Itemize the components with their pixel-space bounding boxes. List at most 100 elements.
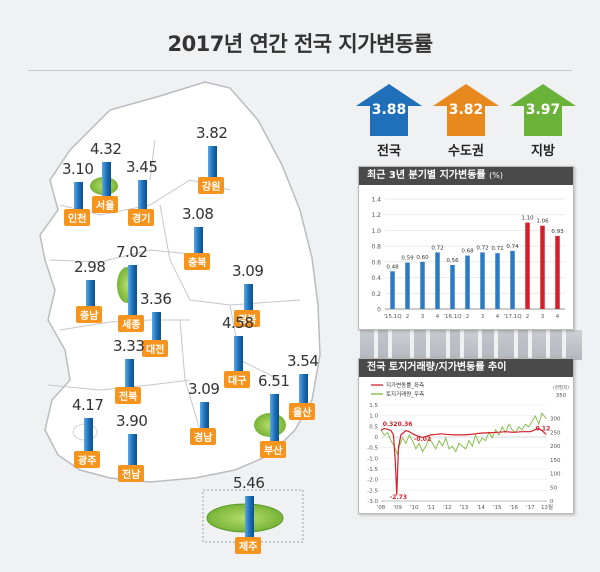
right-tick-label: 200: [550, 444, 561, 450]
region-label: 광주: [74, 451, 101, 468]
region-value: 4.17: [72, 396, 104, 414]
bar: [495, 253, 500, 309]
y-tick-label: 1.2: [371, 212, 381, 219]
bar-value-label: 0.59: [401, 256, 414, 262]
panel-header: 최근 3년 분기별 지가변동률 (%): [359, 167, 573, 185]
region-value: 3.36: [140, 290, 172, 308]
bar-value-label: 0.74: [506, 244, 519, 250]
y-tick-label: 1.5: [369, 403, 378, 409]
y-tick-label: 0.2: [371, 291, 381, 298]
region-bar: [245, 496, 254, 541]
region-value: 4.32: [90, 140, 122, 158]
region-bar: [200, 402, 209, 432]
x-tick-label: '09: [393, 505, 402, 511]
region-bar: [125, 359, 134, 391]
panel-unit: (%): [489, 171, 503, 180]
region-bar: [128, 434, 137, 469]
x-tick-label: '16: [510, 505, 519, 511]
annotation-label: 0.32: [383, 421, 398, 428]
region-bar: [128, 265, 137, 319]
x-tick-label: '12: [443, 505, 452, 511]
y-tick-label: 0: [377, 307, 381, 314]
series-line-volume: [380, 412, 547, 456]
region-bar: [244, 284, 253, 314]
region-bar: [86, 280, 95, 310]
bar: [525, 222, 530, 309]
x-tick-label: 4: [556, 314, 560, 320]
annotation-label: -0.02: [414, 436, 431, 443]
panel-title: 최근 3년 분기별 지가변동률: [367, 170, 486, 181]
kpi-value: 3.82: [448, 102, 484, 118]
quarterly-chart-panel: 최근 3년 분기별 지가변동률 (%) 0 0.2 0.4 0.6 0.8 1.0 1.2 1…: [358, 166, 574, 330]
x-tick-label: 3: [421, 314, 425, 320]
bar-value-label: 0.60: [416, 255, 429, 261]
region-bar: [299, 374, 308, 407]
bar: [540, 225, 545, 309]
annotation-label: 0.12: [535, 426, 550, 433]
bar-value-label: 0.72: [431, 245, 443, 251]
right-tick-label: 0: [550, 499, 554, 505]
bar-value-label: 0.93: [551, 229, 564, 235]
region-label: 충북: [184, 253, 211, 270]
region-value: 3.33: [113, 337, 145, 355]
y-tick-label: 0.4: [371, 275, 381, 282]
quarterly-bar-chart: 0 0.2 0.4 0.6 0.8 1.0 1.2 1.4 0.48 '15.1Q 0.59 2 0.6…: [371, 197, 565, 320]
region-bar: [270, 394, 279, 445]
region-value: 3.09: [232, 262, 264, 280]
bar-value-label: 0.48: [386, 264, 399, 270]
region-value: 4.58: [222, 314, 254, 332]
bar: [555, 235, 560, 309]
kpi-value: 3.97: [525, 102, 561, 118]
x-tick-label: '15.1Q: [383, 314, 402, 320]
right-tick-label: 100: [550, 472, 561, 478]
bar: [480, 252, 485, 309]
region-bar: [138, 180, 147, 213]
x-tick-label: 2: [526, 314, 530, 320]
series-line-rate: [380, 427, 547, 496]
region-bar: [234, 336, 243, 375]
region-bar: [84, 418, 93, 455]
region-bar: [194, 227, 203, 257]
region-bar: [74, 182, 83, 213]
y-tick-label: -2.5: [367, 488, 378, 494]
region-label: 경남: [190, 428, 217, 445]
right-tick-label: 150: [550, 458, 561, 464]
region-value: 3.90: [116, 412, 148, 430]
bar: [405, 262, 410, 309]
y-tick-label: -1.0: [367, 456, 378, 462]
bar-value-label: 0.71: [491, 246, 503, 252]
region-label: 대전: [142, 340, 169, 357]
region-label: 인천: [64, 209, 91, 226]
region-label: 전북: [115, 387, 142, 404]
x-tick-label: '13: [460, 505, 469, 511]
region-label: 전남: [118, 465, 145, 482]
region-value: 3.08: [182, 205, 214, 223]
bar: [465, 255, 470, 309]
region-label: 부산: [260, 441, 287, 458]
y-tick-label: 1.4: [371, 197, 381, 204]
region-label: 제주: [235, 537, 262, 554]
kpi-value: 3.88: [371, 102, 407, 118]
kpi-capital: 3.82 수도권: [433, 84, 499, 159]
x-tick-label: 12월: [541, 503, 553, 511]
arrow-up-icon: [433, 84, 499, 136]
region-value: 7.02: [116, 243, 148, 261]
region-bar: [102, 162, 111, 200]
region-label: 세종: [118, 315, 145, 332]
region-label: 경북: [234, 310, 261, 327]
region-value: 5.46: [233, 474, 265, 492]
bar-value-label: 0.56: [446, 258, 459, 264]
x-tick-label: '08: [377, 505, 386, 511]
region-bar: [208, 146, 217, 181]
kpi-arrow-icon: 3.97: [510, 84, 576, 136]
region-value: 3.54: [287, 352, 319, 370]
annotation-label: 0.36: [398, 421, 413, 428]
y-tick-label: -3.0: [367, 499, 378, 505]
y-tick-label: -0.5: [367, 446, 378, 452]
y-tick-label: 0.8: [371, 244, 381, 251]
y-tick-label: 0.6: [371, 259, 381, 266]
legend-label: 지가변동률_좌측: [386, 381, 424, 389]
right-tick-label: 350: [556, 393, 567, 399]
panel-title: 전국 토지거래량/지가변동률 추이: [367, 362, 507, 373]
